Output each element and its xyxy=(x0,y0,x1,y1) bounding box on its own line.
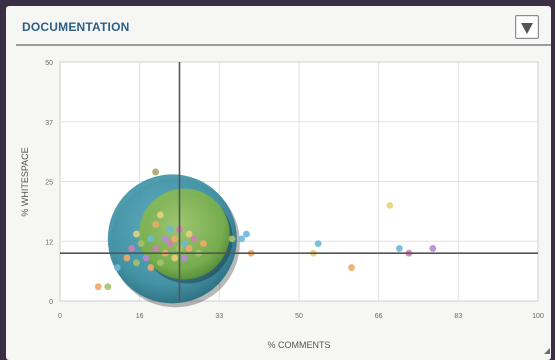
y-tick-labels: 0 12 25 37 50 xyxy=(45,60,53,306)
y-axis-label: % WHITESPACE xyxy=(20,147,30,216)
data-point xyxy=(348,264,355,271)
panel-menu-button[interactable] xyxy=(515,15,539,39)
crosshair xyxy=(60,62,538,301)
data-point xyxy=(386,202,394,209)
data-point xyxy=(190,235,198,243)
data-point xyxy=(152,168,160,176)
data-point xyxy=(395,245,403,252)
data-point xyxy=(238,235,246,243)
data-point xyxy=(156,259,164,267)
x-tick-label: 83 xyxy=(454,313,462,320)
data-point xyxy=(156,211,164,219)
data-point xyxy=(152,221,160,228)
data-point xyxy=(142,254,150,262)
data-point xyxy=(133,230,140,238)
y-tick-label: 37 xyxy=(45,120,53,127)
panel-title: DOCUMENTATION xyxy=(22,20,130,34)
data-point xyxy=(137,240,145,248)
scatter-chart: 0 16 33 50 66 83 100 0 12 25 37 50 % COMMENTS % WH… xyxy=(20,60,544,350)
y-tick-label: 50 xyxy=(45,60,53,67)
data-point xyxy=(166,225,174,233)
data-point xyxy=(228,235,236,243)
data-point xyxy=(161,235,169,243)
x-tick-label: 66 xyxy=(375,313,383,320)
x-tick-label: 50 xyxy=(295,313,303,320)
data-points xyxy=(94,168,437,291)
data-point xyxy=(147,264,155,271)
data-point xyxy=(123,254,131,262)
data-point xyxy=(152,245,160,252)
data-point xyxy=(200,240,207,248)
x-tick-labels: 0 16 33 50 66 83 100 xyxy=(58,313,544,320)
documentation-panel: DOCUMENTATION 0 16 33 50 66 83 100 0 12 25 37 50 %… xyxy=(6,6,551,360)
x-tick-label: 16 xyxy=(136,313,144,320)
data-point xyxy=(104,283,112,291)
y-tick-label: 12 xyxy=(45,239,53,246)
data-point xyxy=(314,240,322,248)
header-divider xyxy=(16,44,551,46)
data-point xyxy=(94,283,102,291)
data-point xyxy=(180,240,188,248)
resize-handle-icon[interactable] xyxy=(544,348,550,354)
triangle-down-icon xyxy=(521,23,533,34)
data-point xyxy=(113,264,121,271)
data-point xyxy=(180,254,188,262)
data-point xyxy=(128,245,136,252)
bubbles xyxy=(107,174,240,308)
x-tick-label: 100 xyxy=(532,313,544,320)
panel-header: DOCUMENTATION xyxy=(6,6,551,44)
data-point xyxy=(171,235,179,243)
data-point xyxy=(171,254,179,262)
data-point xyxy=(429,245,437,252)
data-point xyxy=(243,230,250,238)
data-point xyxy=(147,235,155,243)
x-tick-label: 33 xyxy=(215,313,223,320)
data-point xyxy=(185,245,193,252)
x-axis-label: % COMMENTS xyxy=(268,340,331,350)
x-tick-label: 0 xyxy=(58,313,62,320)
y-tick-label: 25 xyxy=(45,180,53,187)
data-point xyxy=(185,230,193,238)
data-point xyxy=(133,259,140,267)
y-tick-label: 0 xyxy=(49,299,53,306)
bubble xyxy=(138,188,230,280)
data-point xyxy=(166,240,174,248)
